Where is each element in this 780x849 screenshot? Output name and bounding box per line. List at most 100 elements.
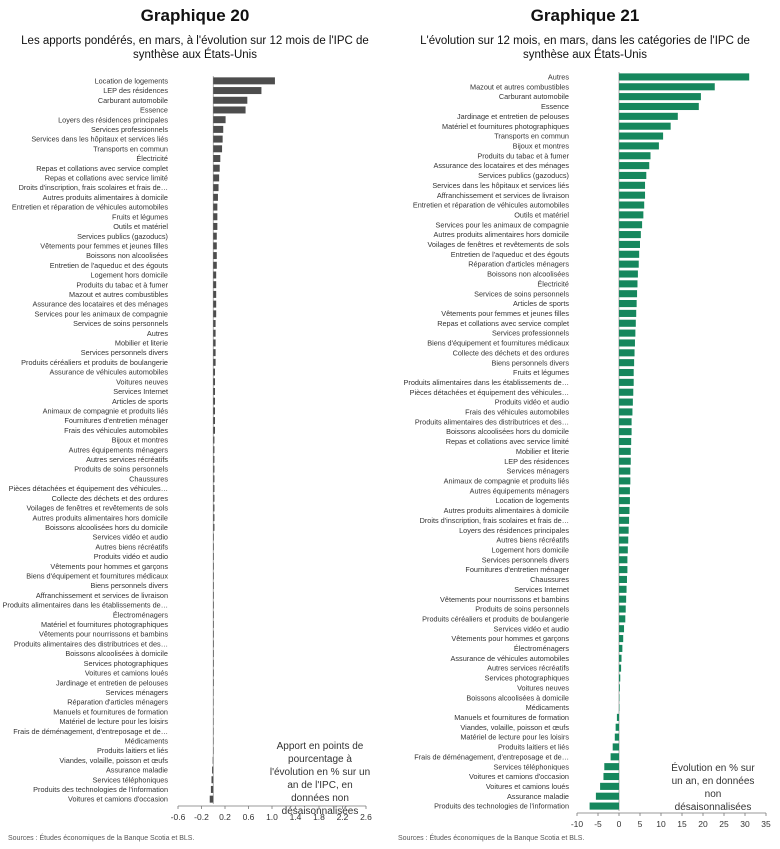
bar — [213, 310, 217, 318]
x-tick-label: 20 — [698, 819, 708, 829]
category-label: Électricité — [537, 279, 569, 288]
bar — [213, 242, 217, 250]
bar — [213, 397, 216, 405]
bar — [619, 132, 664, 140]
bar — [619, 526, 629, 534]
bar — [213, 106, 246, 114]
category-label: Produits vidéo et audio — [495, 398, 569, 407]
bar — [213, 339, 216, 347]
category-label: Entretien et réparation de véhicules aut… — [12, 203, 169, 212]
bar — [619, 181, 646, 189]
bar — [619, 250, 640, 258]
bar — [619, 329, 636, 337]
category-label: Services personnels divers — [482, 555, 570, 564]
category-label: Vêtements pour nourrissons et bambins — [39, 630, 168, 639]
bar — [213, 281, 217, 289]
bar — [213, 203, 218, 211]
category-label: Viandes, volaille, poisson et œufs — [460, 723, 569, 732]
category-label: Autres produits alimentaires hors domici… — [434, 230, 569, 239]
category-label: Autres services récréatifs — [487, 664, 569, 673]
bar — [213, 562, 214, 570]
category-label: Médicaments — [125, 737, 169, 746]
bar — [619, 309, 637, 317]
category-label: Assurance maladie — [106, 766, 168, 775]
category-label: Voitures neuves — [116, 377, 168, 386]
category-label: Vêtements pour hommes et garçons — [451, 634, 569, 643]
category-label: Boissons alcoolisées à domicile — [65, 649, 168, 658]
category-label: Location de logements — [496, 496, 570, 505]
category-label: Services photographiques — [84, 659, 169, 668]
category-label: Réparation d'articles ménagers — [67, 698, 168, 707]
bar — [619, 300, 637, 308]
category-label: Chaussures — [530, 575, 569, 584]
category-label: Services pour les animaux de compagnie — [35, 309, 168, 318]
category-label: Matériel de lecture pour les loisirs — [460, 733, 569, 742]
bar — [213, 164, 220, 172]
category-label: Autres — [147, 329, 168, 338]
bar — [213, 494, 215, 502]
category-label: Fournitures d'entretien ménager — [465, 565, 569, 574]
bar — [619, 349, 635, 357]
bar — [213, 96, 248, 104]
bar — [213, 611, 214, 619]
category-label: Services Internet — [113, 387, 168, 396]
category-label: Services publics (gazoducs) — [478, 171, 569, 180]
bar — [212, 766, 214, 774]
bar — [619, 684, 620, 692]
category-label: Produits alimentaires des distributrices… — [14, 639, 168, 648]
category-label: Carburant automobile — [499, 92, 569, 101]
category-label: Autres biens récréatifs — [496, 536, 569, 545]
category-label: Affranchissement et services de livraiso… — [437, 191, 569, 200]
category-label: Produits alimentaires des distributrices… — [415, 417, 569, 426]
category-label: Électricité — [136, 154, 168, 163]
category-label: Affranchissement et services de livraiso… — [36, 591, 168, 600]
bar — [619, 162, 650, 170]
bar — [619, 231, 641, 239]
category-label: Autres services récréatifs — [86, 455, 168, 464]
category-label: Frais des véhicules automobiles — [64, 426, 168, 435]
bar — [619, 625, 625, 633]
category-label: Pièces détachées et équipement des véhic… — [9, 484, 168, 493]
bar — [604, 763, 619, 771]
bar — [213, 475, 215, 483]
category-label: Collecte des déchets et des ordures — [453, 348, 570, 357]
bar — [213, 601, 214, 609]
category-label: Outils et matériel — [113, 222, 168, 231]
category-label: Services publics (gazoducs) — [77, 232, 168, 241]
category-label: Produits vidéo et audio — [94, 552, 168, 561]
category-label: Essence — [541, 102, 569, 111]
category-label: Services vidéo et audio — [494, 624, 569, 633]
category-label: Repas et collations avec service limité — [45, 174, 168, 183]
bar — [213, 387, 216, 395]
bar — [213, 358, 216, 366]
category-label: Matériel et fournitures photographiques — [442, 122, 569, 131]
bar — [213, 630, 214, 638]
category-label: LEP des résidences — [504, 457, 569, 466]
bar — [619, 93, 701, 101]
category-label: Fruits et légumes — [513, 368, 569, 377]
category-label: Réparation d'articles ménagers — [468, 260, 569, 269]
x-tick-label: 25 — [719, 819, 729, 829]
category-label: Animaux de compagnie et produits liés — [43, 406, 169, 415]
bar — [212, 756, 214, 764]
category-label: Voitures et camions loués — [486, 782, 569, 791]
bar — [619, 615, 626, 623]
bar — [619, 467, 631, 475]
bar — [213, 222, 218, 230]
bar — [619, 506, 630, 515]
category-label: Services ménagers — [507, 467, 570, 476]
bar — [619, 102, 699, 111]
x-tick-label: 15 — [677, 819, 687, 829]
bar — [619, 585, 627, 593]
x-tick-label: 1.4 — [290, 812, 302, 822]
category-label: Services vidéo et audio — [93, 533, 168, 542]
category-label: Entretien et réparation de véhicules aut… — [413, 201, 570, 210]
category-label: Loyers des résidences principales — [459, 526, 569, 535]
bar — [615, 723, 619, 731]
category-label: Matériel de lecture pour les loisirs — [59, 717, 168, 726]
category-label: Assurance de véhicules automobiles — [451, 654, 570, 663]
category-label: Frais de déménagement, d'entreposage et … — [414, 752, 569, 761]
category-label: Assurance maladie — [507, 792, 569, 801]
